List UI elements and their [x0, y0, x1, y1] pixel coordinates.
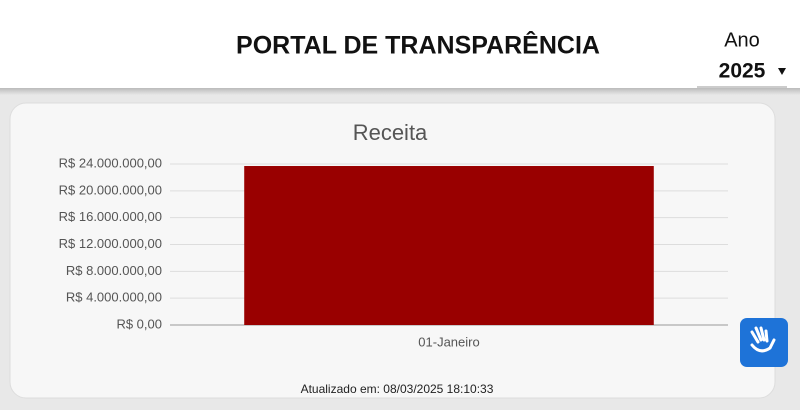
- y-tick-label: R$ 20.000.000,00: [59, 182, 162, 197]
- y-tick-label: R$ 24.000.000,00: [59, 155, 162, 170]
- y-tick-label: R$ 12.000.000,00: [59, 236, 162, 251]
- plot: R$ 0,00 R$ 4.000.000,00 R$ 8.000.000,00 R$ …: [59, 155, 728, 349]
- y-tick-label: R$ 0,00: [116, 316, 162, 331]
- year-value[interactable]: 2025: [719, 60, 766, 83]
- dropdown-arrow: [778, 68, 786, 75]
- button-bg[interactable]: [740, 318, 788, 367]
- bar: [244, 166, 654, 325]
- hand-icon: [750, 326, 776, 353]
- y-tick-label: R$ 16.000.000,00: [59, 209, 162, 224]
- year-label: Ano: [724, 29, 760, 51]
- header-shadow: [0, 88, 800, 95]
- year-select[interactable]: Ano 2025: [697, 29, 787, 88]
- page-title: PORTAL DE TRANSPARÊNCIA: [236, 30, 600, 60]
- y-tick-label: R$ 8.000.000,00: [66, 263, 162, 278]
- updated-text: Atualizado em: 08/03/2025 18:10:33: [301, 382, 494, 396]
- y-tick-label: R$ 4.000.000,00: [66, 290, 162, 305]
- chart-title: Receita: [353, 120, 428, 145]
- accessibility-button[interactable]: [740, 318, 788, 367]
- header: [0, 0, 800, 88]
- x-tick-label: 01-Janeiro: [418, 334, 479, 349]
